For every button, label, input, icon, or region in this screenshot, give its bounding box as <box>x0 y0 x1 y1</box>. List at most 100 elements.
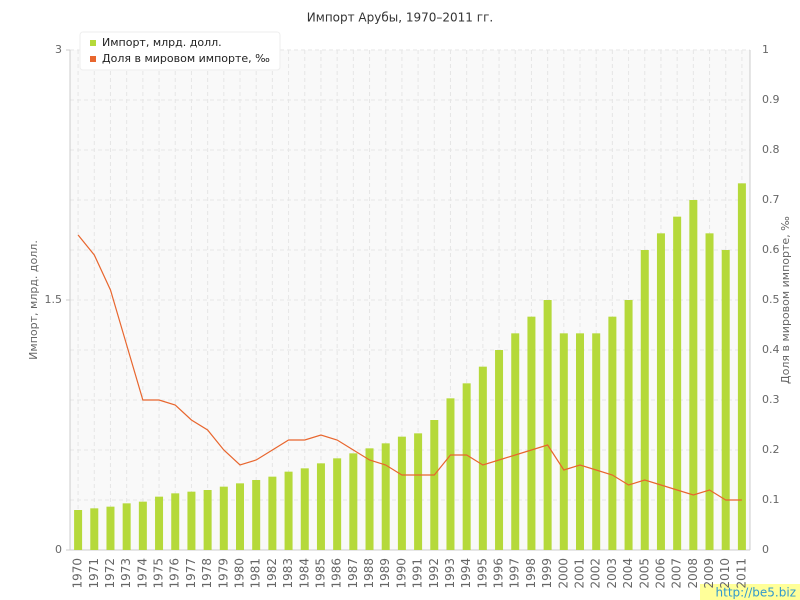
bar <box>252 480 261 550</box>
x-tick-label: 1988 <box>362 558 376 589</box>
legend-label: Импорт, млрд. долл. <box>102 36 222 49</box>
x-tick-label: 1970 <box>71 558 85 589</box>
bar <box>527 316 536 550</box>
y2-tick-label: 0 <box>762 543 769 556</box>
x-tick-label: 1971 <box>87 558 101 589</box>
y2-axis-label: Доля в мировом импорте, ‰ <box>779 216 792 384</box>
x-tick-label: 1993 <box>443 558 457 589</box>
bar <box>397 436 406 550</box>
y2-tick-label: 0.4 <box>762 343 780 356</box>
bar <box>511 333 520 550</box>
legend-swatch <box>90 56 96 62</box>
bar <box>462 383 471 550</box>
y-tick-label: 1.5 <box>45 293 63 306</box>
bar <box>155 496 164 550</box>
bar <box>333 458 342 550</box>
x-tick-label: 1990 <box>394 558 408 589</box>
x-tick-label: 1975 <box>152 558 166 589</box>
legend-label: Доля в мировом импорте, ‰ <box>102 52 270 65</box>
bar <box>187 491 196 550</box>
x-tick-label: 1981 <box>249 558 263 589</box>
bar <box>478 366 487 550</box>
x-tick-label: 2011 <box>734 558 748 589</box>
y-tick-label: 3 <box>55 43 62 56</box>
x-tick-label: 2010 <box>718 558 732 589</box>
x-tick-label: 2000 <box>556 558 570 589</box>
line <box>77 234 742 501</box>
bar <box>268 476 277 550</box>
y2-tick-label: 0.3 <box>762 393 780 406</box>
bar <box>300 468 309 550</box>
y2-tick-label: 0.8 <box>762 143 780 156</box>
x-tick-label: 1972 <box>103 558 117 589</box>
bar <box>446 398 455 550</box>
x-tick-label: 1974 <box>135 558 149 589</box>
legend-swatch <box>90 40 96 46</box>
bar <box>365 448 374 550</box>
bar <box>122 503 131 550</box>
x-tick-label: 1992 <box>427 558 441 589</box>
legend-box <box>79 31 281 71</box>
x-tick-label: 1977 <box>184 558 198 589</box>
bar <box>236 483 244 550</box>
bar <box>543 300 552 550</box>
y2-tick-label: 0.7 <box>762 193 780 206</box>
x-tick-label: 1982 <box>265 558 279 589</box>
bar <box>495 350 504 550</box>
bar <box>689 200 698 550</box>
bar <box>721 250 730 550</box>
bar <box>349 453 358 550</box>
x-tick-label: 1996 <box>492 558 506 589</box>
bar <box>138 501 147 550</box>
y-axis-label: Импорт, млрд. долл. <box>27 240 40 360</box>
chart-title: Импорт Арубы, 1970–2011 гг. <box>307 11 493 25</box>
bar <box>559 333 568 550</box>
y-tick-label: 0 <box>55 543 62 556</box>
x-tick-label: 1973 <box>119 558 133 589</box>
y2-tick-label: 0.6 <box>762 243 780 256</box>
bar <box>90 508 99 550</box>
x-tick-label: 2003 <box>605 558 619 589</box>
bar <box>430 420 439 550</box>
x-tick-label: 1976 <box>168 558 182 589</box>
bar <box>414 433 423 550</box>
x-tick-label: 1978 <box>200 558 214 589</box>
x-tick-label: 2009 <box>702 558 716 589</box>
y2-tick-label: 0.1 <box>762 493 780 506</box>
bar <box>106 506 115 550</box>
x-tick-label: 1983 <box>281 558 295 589</box>
bar <box>640 250 649 550</box>
x-tick-label: 1994 <box>459 558 473 589</box>
bar <box>592 333 601 550</box>
x-tick-label: 1984 <box>297 558 311 589</box>
x-tick-label: 1999 <box>540 558 554 589</box>
x-tick-label: 2001 <box>573 558 587 589</box>
x-tick-label: 1998 <box>524 558 538 589</box>
x-tick-label: 1979 <box>216 558 230 589</box>
x-tick-label: 1986 <box>330 558 344 589</box>
x-tick-label: 1989 <box>378 558 392 589</box>
bar <box>284 471 293 550</box>
x-tick-label: 1995 <box>475 558 489 589</box>
bar <box>74 510 83 550</box>
x-tick-label: 2006 <box>653 558 667 589</box>
x-tick-label: 2005 <box>637 558 651 589</box>
x-tick-label: 1980 <box>233 558 247 589</box>
x-tick-label: 2004 <box>621 558 635 589</box>
bar <box>381 443 390 550</box>
y2-tick-label: 1 <box>762 43 769 56</box>
bar <box>171 493 180 550</box>
bar <box>737 183 746 551</box>
legend: Импорт, млрд. долл. Доля в мировом импорт… <box>79 31 281 71</box>
x-tick-label: 1985 <box>313 558 327 589</box>
bar <box>673 216 682 550</box>
x-tick-label: 1997 <box>508 558 522 589</box>
bar <box>608 316 617 550</box>
x-tick-label: 2008 <box>686 558 700 589</box>
y2-tick-label: 0.5 <box>762 293 780 306</box>
x-tick-label: 2002 <box>589 558 603 589</box>
x-tick-label: 2007 <box>670 558 684 589</box>
x-tick-label: 1991 <box>411 558 425 589</box>
watermark: http://be5.biz <box>716 586 796 600</box>
